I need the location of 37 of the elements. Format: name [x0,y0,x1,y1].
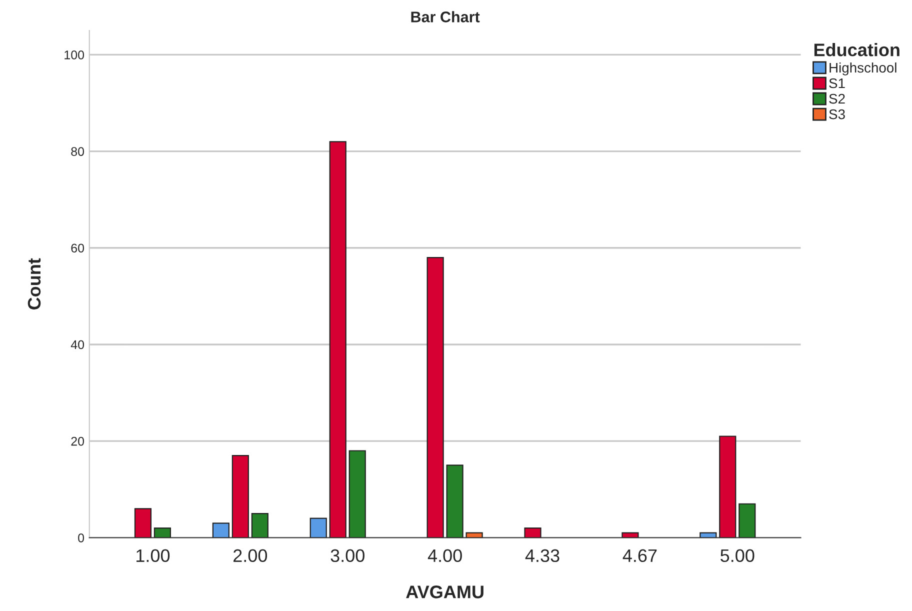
bar [134,508,152,538]
bar [426,256,444,538]
bar [622,532,639,538]
bar [466,532,483,538]
legend-title: Education [814,43,900,56]
bar [719,436,736,538]
y-tick-label: 60 [71,244,84,253]
bar [154,527,172,538]
bar [212,522,230,538]
y-axis-title: Count [28,258,41,310]
y-tick-label: 0 [78,533,84,542]
legend-label: Highschool [830,62,896,76]
bar [700,532,717,538]
bar [446,464,464,538]
bar [232,455,249,538]
bar [738,503,756,538]
legend-label: S3 [829,109,845,120]
y-tick-label: 40 [70,340,84,350]
x-tick-label: 5.00 [720,549,754,562]
y-tick-label: 80 [71,147,84,156]
x-tick-label: 4.33 [525,549,560,562]
bar [524,527,542,538]
x-tick-label: 3.00 [330,549,364,562]
legend-label: S2 [829,94,845,104]
bar [310,518,327,538]
x-tick-label: 4.67 [622,549,657,562]
y-tick-label: 20 [71,436,84,446]
chart-title: Bar Chart [411,11,480,22]
y-tick-label: 100 [64,50,84,60]
x-tick-label: 4.00 [428,549,462,562]
x-axis-title: AVGAMU [406,586,484,598]
bar [329,141,346,538]
x-tick-label: 2.00 [234,549,268,562]
legend-label: S1 [829,78,845,88]
bar [251,512,268,538]
bar [348,450,366,538]
x-tick-label: 1.00 [136,549,170,562]
